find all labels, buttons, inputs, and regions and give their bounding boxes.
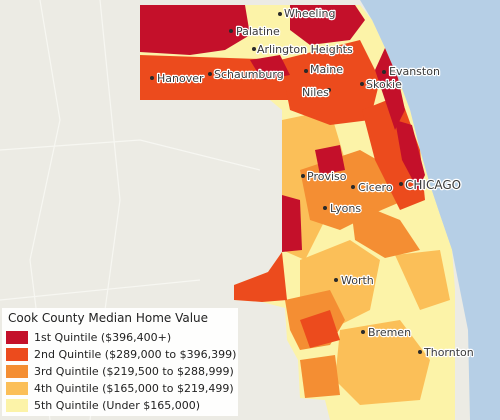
- legend-item-q5: 5th Quintile (Under $165,000): [6, 398, 200, 413]
- legend-label-q2: 2nd Quintile ($289,000 to $396,399): [34, 348, 237, 361]
- town-marker: [229, 29, 233, 33]
- town-label-maine: Maine: [310, 63, 343, 76]
- town-lyons[interactable]: Lyons: [323, 201, 363, 216]
- town-marker: [208, 72, 212, 76]
- town-marker: [304, 69, 308, 73]
- town-hanover[interactable]: Hanover: [150, 71, 205, 86]
- legend-item-q4: 4th Quintile ($165,000 to $219,499): [6, 381, 234, 396]
- town-evanston[interactable]: Evanston: [382, 64, 441, 79]
- town-marker: [252, 47, 256, 51]
- town-label-proviso: Proviso: [307, 170, 347, 183]
- town-label-wheeling: Wheeling: [284, 7, 335, 20]
- town-marker: [382, 70, 386, 74]
- legend-title: Cook County Median Home Value: [8, 311, 209, 325]
- lake-michigan: [360, 0, 500, 420]
- town-marker: [360, 82, 364, 86]
- town-thornton[interactable]: Thornton: [418, 345, 475, 360]
- town-marker: [150, 76, 154, 80]
- town-label-bremen: Bremen: [368, 326, 411, 339]
- town-schaumburg[interactable]: Schaumburg: [208, 67, 285, 82]
- town-niles[interactable]: Niles: [301, 85, 331, 100]
- town-marker: [351, 185, 355, 189]
- town-label-chicago: CHICAGO: [405, 178, 461, 192]
- legend-swatch-q3: [6, 365, 28, 378]
- town-marker: [334, 278, 338, 282]
- town-palatine[interactable]: Palatine: [229, 24, 281, 39]
- town-cicero[interactable]: Cicero: [351, 180, 394, 195]
- legend-swatch-q5: [6, 399, 28, 412]
- town-skokie[interactable]: Skokie: [360, 77, 403, 92]
- town-label-lyons: Lyons: [330, 202, 361, 215]
- town-labels: Wheeling Palatine Arlington Heights Main…: [150, 6, 475, 360]
- town-label-niles: Niles: [302, 86, 329, 99]
- town-proviso[interactable]: Proviso: [301, 169, 348, 184]
- town-arlington-heights[interactable]: Arlington Heights: [252, 42, 354, 57]
- legend-label-q1: 1st Quintile ($396,400+): [34, 331, 172, 344]
- legend-label-q3: 3rd Quintile ($219,500 to $288,999): [34, 365, 234, 378]
- town-label-hanover: Hanover: [157, 72, 204, 85]
- town-marker: [323, 206, 327, 210]
- town-label-worth: Worth: [341, 274, 374, 287]
- town-marker: [399, 182, 403, 186]
- town-label-evanston: Evanston: [389, 65, 440, 78]
- town-label-cicero: Cicero: [358, 181, 393, 194]
- legend-label-q5: 5th Quintile (Under $165,000): [34, 399, 200, 412]
- town-marker: [327, 88, 331, 92]
- legend-swatch-q1: [6, 331, 28, 344]
- town-label-palatine: Palatine: [236, 25, 280, 38]
- town-marker: [418, 350, 422, 354]
- legend-item-q1: 1st Quintile ($396,400+): [6, 330, 171, 345]
- town-maine[interactable]: Maine: [304, 62, 344, 77]
- town-marker: [301, 174, 305, 178]
- town-label-skokie: Skokie: [366, 78, 402, 91]
- legend-swatch-q2: [6, 348, 28, 361]
- town-marker: [361, 330, 365, 334]
- town-label-schaumburg: Schaumburg: [214, 68, 284, 81]
- town-marker: [278, 12, 282, 16]
- town-label-thornton: Thornton: [423, 346, 474, 359]
- legend-item-q2: 2nd Quintile ($289,000 to $396,399): [6, 347, 236, 362]
- town-chicago[interactable]: CHICAGO: [399, 177, 462, 193]
- legend-item-q3: 3rd Quintile ($219,500 to $288,999): [6, 364, 234, 379]
- quintile-1-regions: [140, 5, 425, 252]
- town-worth[interactable]: Worth: [334, 273, 375, 288]
- town-label-arlington-heights: Arlington Heights: [257, 43, 353, 56]
- legend-label-q4: 4th Quintile ($165,000 to $219,499): [34, 382, 234, 395]
- legend-swatch-q4: [6, 382, 28, 395]
- town-wheeling[interactable]: Wheeling: [278, 6, 337, 21]
- town-bremen[interactable]: Bremen: [361, 325, 412, 340]
- map-legend: Cook County Median Home Value 1st Quinti…: [2, 308, 238, 416]
